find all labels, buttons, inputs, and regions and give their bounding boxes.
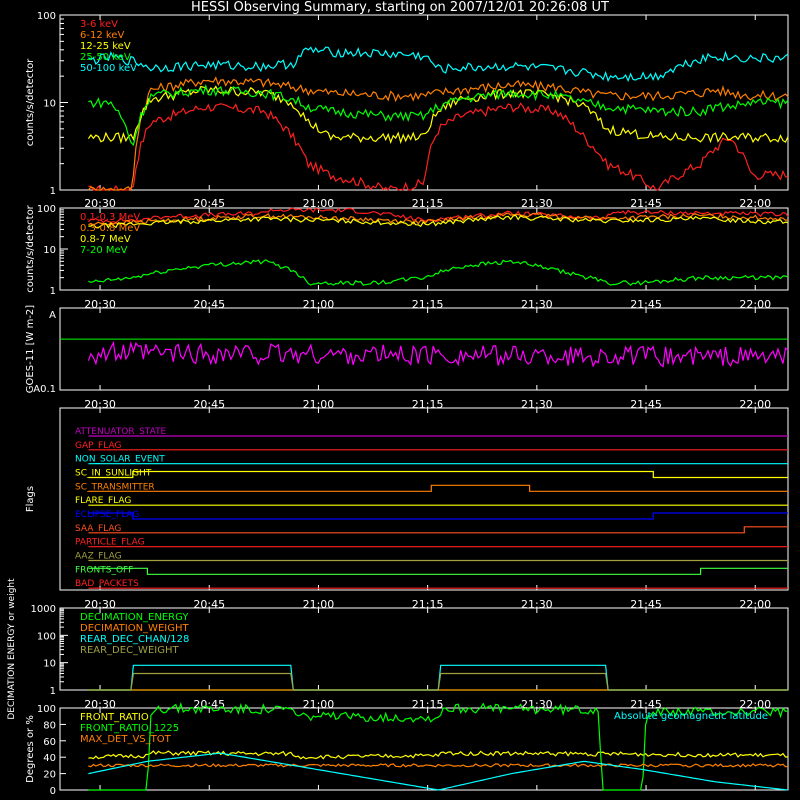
legend-entry-5-1: FRONT_RATIO_1225 [80, 723, 179, 734]
legend-entry-0-2: 12-25 keV [80, 41, 131, 52]
flag-line-6 [88, 512, 788, 520]
y-tick-label-5-4: 80 [43, 720, 56, 731]
legend-entry-4-0: DECIMATION_ENERGY [80, 612, 189, 623]
y-tick-label-2-0: A [49, 310, 56, 321]
panel-frame-0 [59, 14, 789, 191]
legend-entry-1-2: 0.8-7 MeV [80, 234, 131, 245]
flag-label-11: BAD_PACKETS [75, 579, 139, 589]
series-line-1-0 [87, 207, 789, 224]
x-tick-label-0-0: 20:30 [84, 197, 116, 210]
flag-line-4 [88, 484, 788, 492]
x-tick-label-0-5: 21:45 [630, 197, 662, 210]
legend-entry-1-0: 0.1-0.3 MeV [80, 212, 140, 223]
y-tick-label-0-0: 1 [50, 186, 56, 197]
panel-frame-5 [59, 707, 789, 791]
legend-entry-1-1: 0.3-0.8 MeV [80, 223, 140, 234]
y-tick-label-4-2: 100 [37, 631, 56, 642]
y-axis-label-4: DECIMATION ENERGY or weight [7, 578, 17, 720]
x-tick-label-0-3: 21:15 [412, 197, 444, 210]
flag-label-3: SC_IN_SUNLIGHT [75, 469, 152, 479]
series-line-0-3 [88, 83, 789, 147]
ratio-line-3 [88, 752, 789, 791]
flag-label-5: FLARE_FLAG [75, 496, 131, 506]
flag-label-10: FRONTS_OFF [75, 565, 133, 575]
ratio-line-0 [88, 750, 789, 760]
panel-frame-2 [59, 307, 789, 391]
y-tick-label-0-2: 100 [37, 11, 56, 22]
legend-entry-1-3: 7-20 MeV [80, 245, 128, 256]
series-line-0-0 [88, 102, 789, 191]
y-tick-label-1-1: 10 [43, 245, 56, 256]
y-axis-label-5: Degrees or % [25, 715, 36, 783]
x-tick-label-0-4: 21:30 [521, 197, 553, 210]
y-axis-label-0: counts/s/detector [25, 58, 36, 146]
series-line-1-3 [88, 259, 789, 286]
y-tick-label-5-2: 40 [43, 753, 56, 764]
page-title: HESSI Observing Summary, starting on 200… [191, 0, 609, 15]
flag-label-7: SAA_FLAG [75, 524, 121, 534]
y-axis-label-1: counts/s/detector [25, 204, 36, 292]
y-tick-label-4-3: 1000 [31, 604, 56, 615]
y-tick-label-5-0: 0 [50, 786, 56, 797]
series-line-1-2 [88, 214, 789, 229]
flag-line-3 [88, 470, 788, 479]
legend-entry-4-3: REAR_DEC_WEIGHT [80, 645, 179, 656]
legend-entry-4-1: DECIMATION_WEIGHT [80, 623, 189, 634]
legend-entry-5-0: FRONT_RATIO [80, 712, 149, 723]
y-tick-label-4-1: 10 [43, 659, 56, 670]
legend-entry-0-4: 50-100 keV [80, 63, 137, 74]
y-tick-label-5-1: 20 [43, 770, 56, 781]
flag-label-1: GAP_FLAG [75, 441, 121, 451]
flag-label-4: SC_TRANSMITTER [75, 482, 155, 492]
legend-entry-0-3: 25-50 keV [80, 52, 131, 63]
flag-label-2: NON_SOLAR_EVENT [75, 455, 165, 465]
series-line-0-1 [87, 76, 789, 192]
y-tick-label-1-0: 1 [50, 286, 56, 297]
legend-entry-5-2: MAX_DET_VS_TOT [80, 734, 172, 745]
flag-label-8: PARTICLE_FLAG [75, 538, 145, 548]
goes-flux-line [87, 340, 789, 368]
series-line-1-1 [88, 212, 789, 226]
flag-label-6: ECLIPSE_FLAG [75, 510, 139, 520]
geomagnetic-latitude-annotation: Absolute geomagnetic latitude [614, 711, 768, 722]
legend-entry-0-1: 6-12 keV [80, 30, 124, 41]
y-axis-label-3: Flags [25, 486, 36, 512]
x-tick-label-0-6: 22:00 [739, 197, 771, 210]
panel-frame-3 [59, 407, 789, 591]
y-axis-label-2: GOES-11 [W m-2] [25, 305, 36, 393]
x-tick-label-0-2: 21:00 [303, 197, 335, 210]
flag-line-7 [88, 526, 788, 534]
y-tick-label-0-1: 10 [43, 99, 56, 110]
y-tick-label-5-5: 100 [37, 704, 56, 715]
legend-entry-4-2: REAR_DEC_CHAN/128 [80, 634, 189, 645]
ratio-line-1 [88, 701, 789, 791]
flag-line-10 [88, 567, 788, 575]
ratio-line-2 [88, 763, 788, 768]
flag-label-0: ATTENUATOR_STATE [75, 427, 167, 437]
x-tick-label-0-1: 20:45 [193, 197, 225, 210]
y-tick-label-5-3: 60 [43, 737, 56, 748]
flag-label-9: AAZ_FLAG [75, 552, 122, 562]
y-tick-label-1-2: 100 [37, 204, 56, 215]
y-tick-label-4-0: 1 [50, 686, 56, 697]
series-line-0-4 [88, 46, 789, 83]
legend-entry-0-0: 3-6 keV [80, 19, 118, 30]
decimation-line-3 [88, 672, 788, 691]
y-tick-label-2-1: A0.1 [33, 384, 56, 395]
